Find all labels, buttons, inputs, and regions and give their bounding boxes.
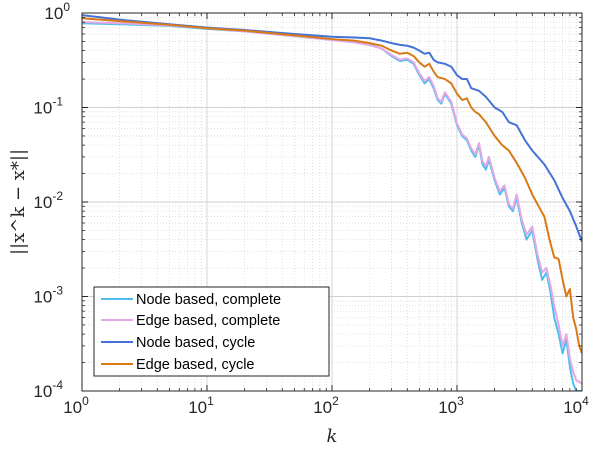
x-tick-label: 100 <box>63 394 89 417</box>
series-line-edge-complete <box>82 21 582 385</box>
x-tick-label: 103 <box>438 394 464 417</box>
axis-ticks <box>81 12 583 392</box>
y-tick-label: 10-3 <box>33 284 63 307</box>
y-axis-label: ||x^k − x*|| <box>8 149 29 255</box>
x-tick-label: 102 <box>313 394 339 417</box>
legend-box <box>93 286 330 377</box>
y-tick-labels: 100 10-1 10-2 10-3 10-4 <box>33 0 70 401</box>
y-tick-label: 10-2 <box>33 189 63 212</box>
x-tick-label: 101 <box>188 394 214 417</box>
series-line-node-cycle <box>82 14 582 243</box>
x-tick-labels: 100 101 102 103 104 <box>63 394 589 417</box>
series-line-edge-cycle <box>82 17 582 354</box>
legend: Node based, complete Edge based, complet… <box>93 286 330 377</box>
y-tick-label: 100 <box>44 0 70 23</box>
x-axis-label: k <box>327 426 338 447</box>
series-lines <box>82 14 582 391</box>
y-tick-label: 10-1 <box>33 95 63 118</box>
legend-label-edge-cycle: Edge based, cycle <box>136 357 255 373</box>
legend-label-node-complete: Node based, complete <box>136 292 281 308</box>
legend-label-edge-complete: Edge based, complete <box>136 313 280 329</box>
y-tick-label: 10-4 <box>33 378 63 401</box>
legend-label-node-cycle: Node based, cycle <box>136 335 255 351</box>
x-tick-label: 104 <box>563 394 589 417</box>
